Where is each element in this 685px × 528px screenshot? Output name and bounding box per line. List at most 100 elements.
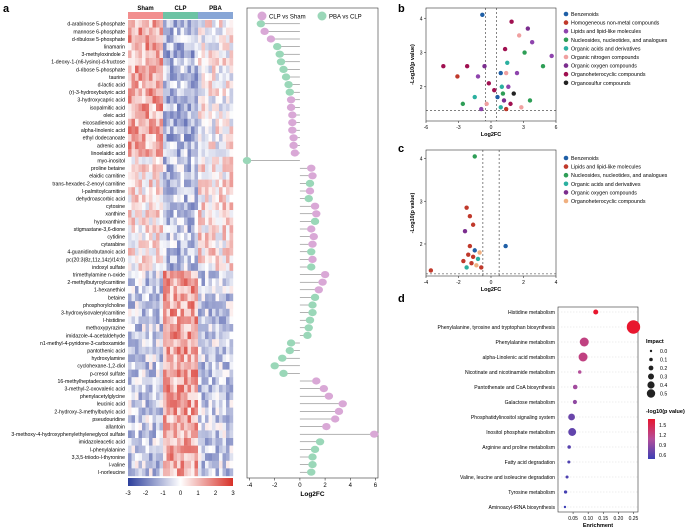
heatmap-cell: [142, 255, 146, 264]
heatmap-cell: [128, 134, 132, 142]
heatmap-cell: [208, 468, 213, 477]
heatmap-cell: [177, 255, 181, 264]
heatmap-cell: [145, 270, 150, 279]
heatmap-cell: [219, 384, 223, 393]
heatmap-cell: [159, 392, 164, 401]
heatmap-cell: [131, 324, 136, 332]
heatmap-cell: [212, 460, 216, 469]
heatmap-cell: [128, 141, 132, 150]
heatmap-cell: [219, 156, 223, 165]
heatmap-cell: [191, 194, 195, 203]
heatmap-cell: [166, 460, 171, 469]
heatmap-cell: [145, 73, 150, 81]
heatmap-cell: [194, 141, 199, 150]
heatmap-cell: [142, 20, 146, 28]
volcano-point: [484, 101, 489, 107]
heatmap-cell: [222, 232, 227, 241]
heatmap-cell: [177, 422, 181, 431]
heatmap-cell: [222, 301, 227, 309]
heatmap-cell: [138, 202, 143, 211]
heatmap-cell: [205, 270, 209, 279]
heatmap-cell: [173, 263, 178, 271]
heatmap-cell: [194, 35, 199, 43]
heatmap-cell: [212, 270, 216, 279]
heatmap-cell: [184, 255, 188, 264]
heatmap-cell: [205, 80, 209, 89]
heatmap-cell: [163, 217, 167, 226]
heatmap-cell: [156, 400, 160, 408]
heatmap-cell: [222, 88, 227, 97]
heatmap-cell: [128, 263, 132, 271]
heatmap-cell: [180, 202, 185, 211]
heatmap-cell: [177, 88, 181, 97]
heatmap-cell: [201, 324, 206, 332]
heatmap-cell: [201, 103, 206, 112]
volcano-point: [540, 64, 546, 69]
heatmap-cell: [226, 225, 230, 233]
heatmap-cell: [184, 286, 188, 294]
heatmap-cell: [194, 88, 199, 97]
heatmap-cell: [128, 255, 132, 264]
heatmap-cell: [222, 225, 227, 233]
heatmap-cell: [201, 35, 206, 43]
heatmap-cell: [184, 369, 188, 378]
heatmap-cell: [166, 453, 171, 461]
heatmap-cell: [180, 324, 185, 332]
legend-label: Organosulfur compounds: [571, 81, 631, 87]
heatmap-cell: [222, 194, 227, 203]
heatmap-cell: [149, 217, 153, 226]
heatmap-cell: [180, 354, 185, 363]
heatmap-cell: [149, 453, 153, 461]
heatmap-cell: [170, 164, 174, 173]
heatmap-cell: [173, 415, 178, 423]
heatmap-cell: [166, 415, 171, 423]
heatmap-cell: [215, 346, 220, 355]
heatmap-cell: [222, 369, 227, 378]
heatmap-cell: [229, 286, 234, 294]
heatmap-cell: [205, 126, 209, 135]
colorbar: [128, 478, 233, 486]
heatmap-cell: [226, 80, 230, 89]
heatmap-cell: [212, 331, 216, 340]
lollipop-point: [281, 73, 291, 81]
heatmap-cell: [229, 35, 234, 43]
heatmap-cell: [163, 65, 167, 74]
heatmap-cell: [180, 286, 185, 294]
heatmap-cell: [163, 50, 167, 59]
heatmap-cell: [177, 377, 181, 385]
heatmap-cell: [131, 438, 136, 446]
heatmap-cell: [170, 88, 174, 97]
heatmap-cell: [229, 194, 234, 203]
heatmap-cell: [173, 301, 178, 309]
heatmap-cell: [194, 42, 199, 51]
heatmap-cell: [184, 194, 188, 203]
heatmap-cell: [215, 240, 220, 249]
heatmap-cell: [159, 27, 164, 36]
heatmap-cell: [208, 217, 213, 226]
volcano-point: [441, 64, 446, 69]
size-legend-marker: [647, 381, 655, 389]
heatmap-cell: [226, 377, 230, 385]
heatmap-cell: [191, 293, 195, 302]
heatmap-cell: [166, 118, 171, 127]
heatmap-cell: [212, 339, 216, 347]
heatmap-cell: [198, 35, 202, 43]
heatmap-cell: [201, 58, 206, 66]
heatmap-cell: [194, 27, 199, 36]
lollipop-point: [289, 141, 298, 149]
group-bar-sham: [128, 12, 163, 19]
heatmap-cell: [142, 445, 146, 454]
heatmap-cell: [131, 111, 136, 119]
heatmap-cell: [170, 42, 174, 51]
heatmap-cell: [170, 20, 174, 28]
heatmap-cell: [215, 377, 220, 385]
heatmap-cell: [226, 179, 230, 188]
heatmap-cell: [135, 65, 139, 74]
volcano-point: [509, 19, 514, 24]
heatmap-cell: [226, 422, 230, 431]
heatmap-cell: [156, 156, 160, 165]
heatmap-cell: [177, 225, 181, 233]
heatmap-cell: [201, 50, 206, 59]
heatmap-cell: [187, 453, 192, 461]
